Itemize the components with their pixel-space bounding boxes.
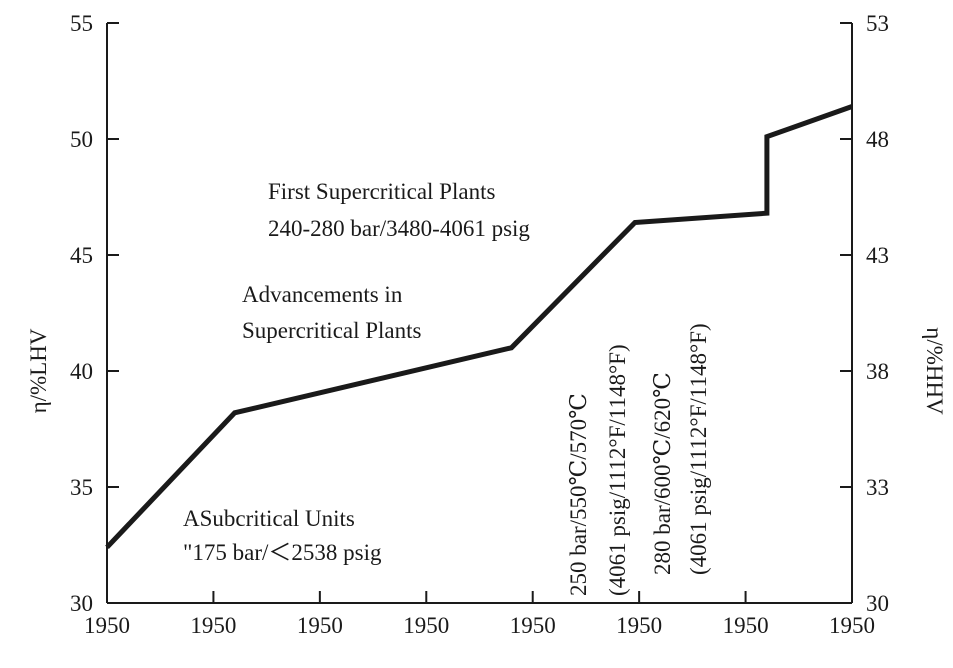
x-tick-label-6: 1950	[723, 613, 769, 638]
annotation-vertical-2-line1: 280 bar/600℃/620℃	[650, 372, 675, 575]
annotation-advancements-line2: Supercritical Plants	[242, 318, 422, 343]
right-axis-label: η/%HHV	[922, 327, 947, 415]
x-tick-label-3: 1950	[403, 613, 449, 638]
right-tick-label-2: 38	[866, 359, 889, 384]
right-tick-label-3: 43	[866, 243, 889, 268]
annotation-subcritical-line2: "175 bar/＜2538 psig	[183, 540, 382, 565]
annotation-subcritical-line1: ASubcritical Units	[183, 506, 355, 531]
right-tick-label-4: 48	[866, 127, 889, 152]
annotation-vertical-2-line2: (4061 psig/1112°F/1148°F)	[686, 323, 711, 575]
right-tick-label-0: 30	[866, 591, 889, 616]
right-tick-label-1: 33	[866, 475, 889, 500]
ticks: 30 35 40 45 50 55 30 33 38 43 48 53 1950 1950 1950 1950…	[70, 11, 889, 638]
left-axis-label: η/%LHV	[26, 328, 51, 413]
series-line-0	[105, 104, 853, 550]
left-tick-label-3: 45	[70, 243, 93, 268]
x-tick-label-0: 1950	[84, 613, 130, 638]
right-tick-label-5: 53	[866, 11, 889, 36]
x-tick-label-5: 1950	[616, 613, 662, 638]
series	[105, 104, 853, 550]
annotation-advancements-line1: Advancements in	[242, 282, 403, 307]
x-tick-label-7: 1950	[829, 613, 875, 638]
annotation-vertical-1-line1: 250 bar/550℃/570℃	[566, 393, 591, 596]
axes	[106, 23, 853, 604]
x-tick-label-1: 1950	[190, 613, 236, 638]
left-tick-label-5: 55	[70, 11, 93, 36]
annotation-first-supercritical-line1: First Supercritical Plants	[268, 179, 495, 204]
annotation-vertical-1-line2: (4061 psig/1112°F/1148°F)	[605, 344, 630, 596]
x-tick-label-2: 1950	[297, 613, 343, 638]
x-tick-label-4: 1950	[510, 613, 556, 638]
left-tick-label-0: 30	[70, 591, 93, 616]
left-tick-label-1: 35	[70, 475, 93, 500]
left-tick-label-4: 50	[70, 127, 93, 152]
annotation-first-supercritical-line2: 240-280 bar/3480-4061 psig	[268, 216, 530, 241]
left-tick-label-2: 40	[70, 359, 93, 384]
